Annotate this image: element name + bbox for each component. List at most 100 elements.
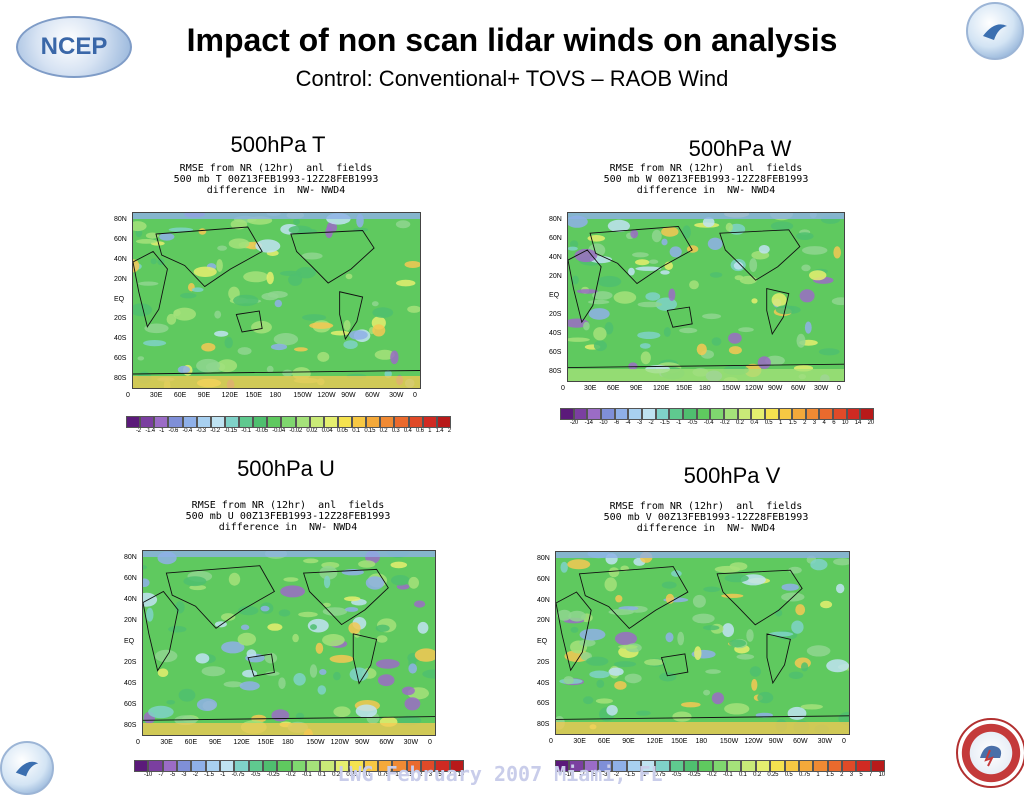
field-blob <box>395 220 411 229</box>
colorbar-labels: -2 -1.4 -1 -0.6 -0.4 -0.3 -0.2 -0.15 -0.1 -0.05 -0… <box>136 428 451 434</box>
longitude-label: 150E <box>676 385 693 392</box>
colorbar-swatch <box>253 416 268 428</box>
colorbar-swatch <box>583 760 599 772</box>
field-blob <box>375 624 390 632</box>
field-blob <box>355 704 378 718</box>
colorbar-tick-label: -10 <box>599 420 608 426</box>
latitude-label: 60S <box>114 355 127 363</box>
field-blob <box>298 611 318 618</box>
field-blob <box>724 574 749 583</box>
panel-header-line: RMSE from NR (12hr) anl fields <box>609 501 803 512</box>
field-blob <box>319 565 338 580</box>
coastline <box>165 565 276 629</box>
bird-icon <box>983 24 1007 40</box>
field-blob <box>702 313 722 320</box>
coastline <box>766 288 790 336</box>
field-blob <box>661 238 668 246</box>
field-blob <box>810 558 828 571</box>
colorbar-swatch <box>655 760 670 772</box>
field-blob <box>343 340 358 349</box>
field-blob <box>660 270 670 275</box>
colorbar-swatch <box>727 760 742 772</box>
coastline <box>556 591 592 672</box>
latitude-label: 80N <box>114 216 127 223</box>
colorbar-tick-label: 2 <box>419 772 423 778</box>
field-blob <box>329 654 354 663</box>
colorbar-tick-label: -0.2 <box>285 772 296 778</box>
panel-title: 500hPa W <box>688 136 792 161</box>
colorbar-tick-label: -0.1 <box>722 772 733 778</box>
field-blob <box>615 595 623 603</box>
world-map <box>567 212 845 382</box>
field-blob <box>568 337 590 342</box>
field-blob <box>801 264 811 272</box>
latitude-label: 60S <box>549 349 562 356</box>
field-blob <box>343 320 351 331</box>
field-blob <box>404 697 421 711</box>
field-blob <box>791 620 804 634</box>
field-blob <box>243 271 269 283</box>
colorbar-tick-label: 0.15 <box>364 428 376 434</box>
field-blob <box>138 281 159 286</box>
colorbar-swatch <box>813 760 828 772</box>
field-blob <box>648 259 659 264</box>
field-blob <box>669 246 682 258</box>
field-blob <box>630 229 639 239</box>
field-blob <box>597 275 622 288</box>
field-blob <box>671 570 682 577</box>
colorbar-swatch <box>573 408 588 420</box>
colorbar-tick-label: -10 <box>144 772 153 778</box>
field-blob <box>663 327 671 337</box>
field-blob <box>143 578 150 587</box>
field-blob <box>758 245 770 254</box>
coastline <box>133 250 168 328</box>
latitude-label: 40S <box>537 679 550 687</box>
field-blob <box>618 644 638 649</box>
field-blob <box>746 629 754 642</box>
field-blob <box>579 639 596 647</box>
colorbar-tick-label: -0.05 <box>255 428 268 434</box>
colorbar-swatch <box>349 760 364 772</box>
longitude-label: 150E <box>245 392 262 399</box>
colorbar-tick-label: -1.5 <box>660 420 670 426</box>
colorbar-tick-label: 0.5 <box>784 772 793 778</box>
colorbar-swatch <box>182 416 197 428</box>
field-blob <box>738 327 754 333</box>
field-blob <box>333 671 341 681</box>
coastline <box>556 715 849 720</box>
field-blob <box>217 245 227 251</box>
field-blob <box>217 359 238 373</box>
colorbar-swatch <box>291 760 307 772</box>
longitude-label: 60W <box>793 738 808 745</box>
longitude-label: 150W <box>293 392 312 399</box>
field-blob <box>703 625 720 631</box>
field-blob <box>417 621 429 634</box>
longitude-label: 150E <box>671 738 688 745</box>
field-blob <box>583 321 590 331</box>
south-pole-band <box>143 723 435 735</box>
map-field <box>556 552 849 734</box>
field-blob <box>294 347 308 352</box>
field-blob <box>270 343 288 351</box>
field-blob <box>569 240 579 248</box>
map-field <box>133 213 420 388</box>
field-blob <box>711 692 724 705</box>
colorbar <box>126 416 451 428</box>
latitude-label: 20N <box>537 617 550 625</box>
field-blob <box>330 330 350 336</box>
field-blob <box>195 653 210 664</box>
field-blob <box>725 222 733 232</box>
field-blob <box>189 584 207 591</box>
colorbar-tick-label: -1 <box>159 428 165 434</box>
colorbar-tick-label: 3 <box>849 772 853 778</box>
colorbar-swatch <box>352 416 367 428</box>
field-blob <box>345 273 353 280</box>
field-blob <box>659 672 677 682</box>
colorbar-swatch <box>827 760 842 772</box>
field-blob <box>230 219 248 230</box>
colorbar-tick-label: -2 <box>136 428 141 434</box>
latitude-label: 40S <box>549 330 562 337</box>
colorbar-tick-label: 0.3 <box>391 428 400 434</box>
longitude-label: 60E <box>597 738 611 745</box>
colorbar-tick-label: 10 <box>878 772 885 778</box>
